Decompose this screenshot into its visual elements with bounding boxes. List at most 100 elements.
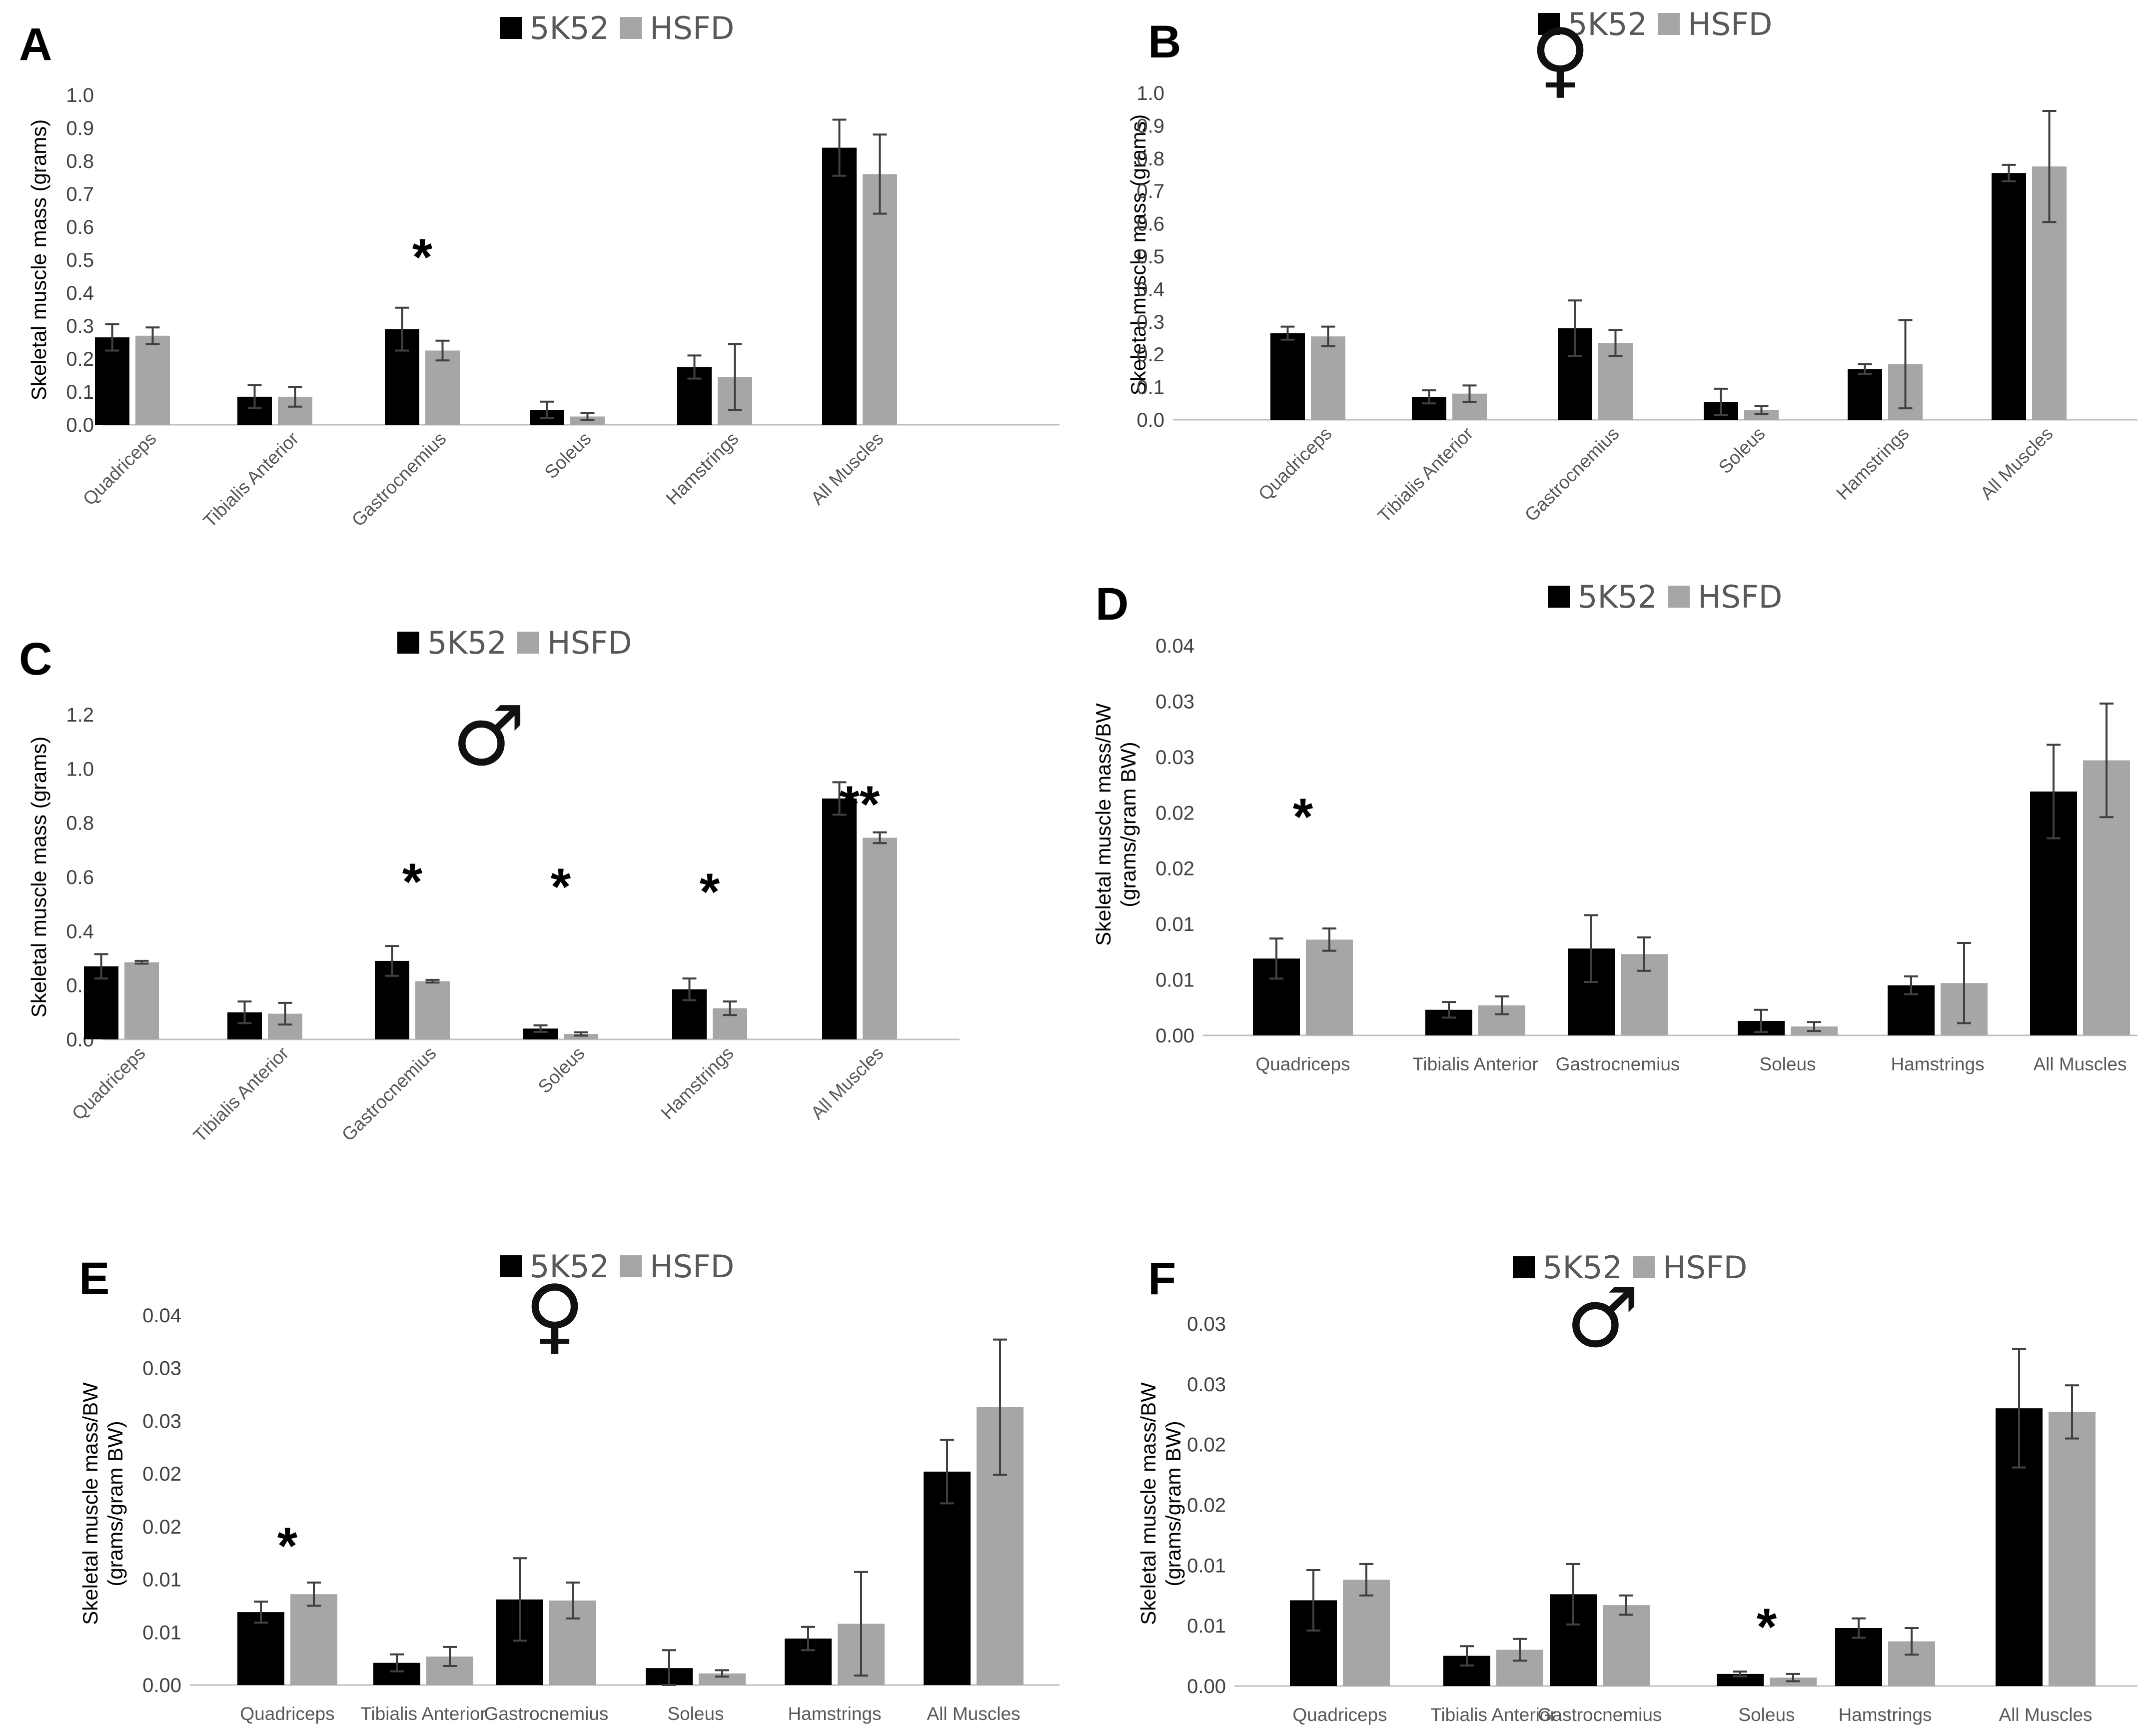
chart-panel-e: E 5K52 HSFD ♀ Skeletal muscle mass/BW(grams/…	[78, 1248, 1060, 1724]
bar-hsfd	[1343, 1580, 1390, 1686]
error-bar	[574, 1031, 588, 1037]
bar-hsfd	[1306, 939, 1353, 1035]
y-tick-label: 0.8	[1136, 148, 1164, 170]
error-bar	[1754, 1008, 1768, 1033]
y-tick-label: 0.01	[1155, 913, 1194, 935]
error-bar	[1280, 325, 1295, 341]
y-tick-label: 0.5	[66, 249, 94, 271]
panel-label: F	[1148, 1253, 1176, 1304]
female-symbol-icon: ♀	[1530, 11, 1591, 107]
legend: 5K52 HSFD	[1538, 6, 1772, 42]
bar-5k52	[1992, 173, 2026, 420]
bar-hsfd	[135, 335, 170, 425]
x-category-label: Soleus	[534, 1043, 589, 1097]
error-bar	[2012, 1348, 2026, 1469]
error-bar	[723, 1000, 737, 1016]
y-tick-label: 0.01	[1187, 1615, 1226, 1637]
x-category-label: Quadriceps	[1254, 423, 1336, 505]
bar-hsfd	[1311, 336, 1345, 420]
significance-marker: *	[700, 863, 720, 921]
y-tick-label: 0.04	[1155, 635, 1194, 657]
legend: 5K52 HSFD	[500, 1248, 734, 1285]
error-bar	[1807, 1021, 1821, 1032]
error-bar	[1619, 1594, 1633, 1616]
error-bar	[1566, 1563, 1580, 1626]
bar-hsfd	[290, 1594, 337, 1685]
error-bar	[1321, 325, 1335, 347]
bar-hsfd	[699, 1673, 746, 1685]
error-bar	[2002, 163, 2016, 182]
error-bar	[873, 133, 887, 215]
x-category-label: Soleus	[667, 1704, 724, 1724]
error-bar	[662, 1649, 676, 1686]
legend-label-hsfd: HSFD	[1688, 6, 1772, 42]
y-tick-label: 0.3	[66, 315, 94, 337]
x-category-label: All Muscles	[1999, 1705, 2092, 1725]
legend-label-5k52: 5K52	[1568, 6, 1647, 42]
significance-marker: *	[412, 228, 433, 286]
error-bar	[1269, 937, 1283, 980]
error-bar	[390, 1653, 404, 1673]
x-category-label: Quadriceps	[1255, 1054, 1350, 1074]
male-symbol-icon: ♂	[1566, 1270, 1640, 1366]
y-tick-label: 0.6	[1136, 213, 1164, 235]
y-tick-label: 0.3	[1136, 311, 1164, 333]
y-tick-label: 0.9	[1136, 115, 1164, 137]
y-tick-label: 0.7	[1136, 180, 1164, 202]
error-bar	[254, 1600, 268, 1624]
y-tick-label: 0.01	[1155, 969, 1194, 991]
error-bar	[2100, 702, 2114, 819]
error-bar	[1422, 389, 1436, 405]
significance-marker: *	[1757, 1598, 1777, 1656]
error-bar	[105, 323, 119, 352]
legend: 5K52 HSFD	[397, 625, 632, 661]
x-category-label: Quadriceps	[68, 1043, 149, 1124]
y-tick-label: 0.04	[142, 1305, 181, 1327]
panel-label: C	[19, 634, 52, 685]
y-tick-label: 0.01	[142, 1622, 181, 1644]
legend-label-hsfd: HSFD	[650, 10, 734, 46]
y-tick-label: 0.02	[1155, 858, 1194, 880]
legend-swatch-hsfd	[517, 632, 539, 654]
legend-label-5k52: 5K52	[1578, 579, 1657, 615]
chart-panel-b: B 5K52 HSFD♀Skeletal muscle mass (grams)0.…	[1126, 6, 2138, 527]
bar-5k52	[1848, 369, 1882, 420]
error-bar	[2065, 1384, 2079, 1440]
error-bar	[1442, 1001, 1456, 1019]
legend-label-5k52: 5K52	[427, 625, 507, 661]
y-tick-label: 0.00	[1155, 1025, 1194, 1047]
y-tick-label: 0.9	[66, 117, 94, 139]
y-axis-title: Skeletal muscle mass (grams)	[27, 119, 50, 400]
x-category-label: All Muscles	[2033, 1054, 2127, 1074]
legend-swatch-hsfd	[1633, 1256, 1655, 1278]
bar-5k52	[1270, 333, 1305, 420]
y-tick-label: 0.7	[66, 183, 94, 205]
y-tick-label: 0.6	[66, 216, 94, 238]
x-category-label: All Muscles	[807, 428, 887, 509]
x-category-label: Gastrocnemius	[1556, 1054, 1680, 1074]
legend-label-5k52: 5K52	[530, 1248, 609, 1285]
error-bar	[682, 977, 697, 1001]
bar-5k52	[523, 1028, 558, 1039]
error-bar	[832, 781, 847, 816]
error-bar	[425, 978, 440, 984]
y-tick-label: 0.02	[1187, 1434, 1226, 1456]
y-tick-label: 1.0	[66, 84, 94, 106]
error-bar	[2047, 744, 2061, 840]
y-tick-label: 0.2	[66, 348, 94, 370]
error-bar	[2042, 109, 2057, 223]
y-tick-label: 0.4	[1136, 278, 1164, 300]
error-bar	[801, 1626, 815, 1652]
y-tick-label: 0.02	[142, 1463, 181, 1485]
x-category-label: Gastrocnemius	[348, 428, 450, 531]
error-bar	[1306, 1569, 1320, 1632]
y-tick-label: 0.03	[1155, 747, 1194, 769]
y-tick-label: 0.6	[66, 867, 94, 888]
y-tick-label: 0.1	[66, 381, 94, 403]
x-category-label: Hamstrings	[657, 1043, 737, 1123]
y-axis-title: Skeletal muscle mass/BW(grams/gram BW)	[1136, 1382, 1185, 1625]
y-tick-label: 0.0	[66, 414, 94, 436]
y-tick-label: 0.2	[1136, 344, 1164, 366]
error-bar	[145, 326, 160, 345]
significance-marker: **	[840, 776, 880, 834]
